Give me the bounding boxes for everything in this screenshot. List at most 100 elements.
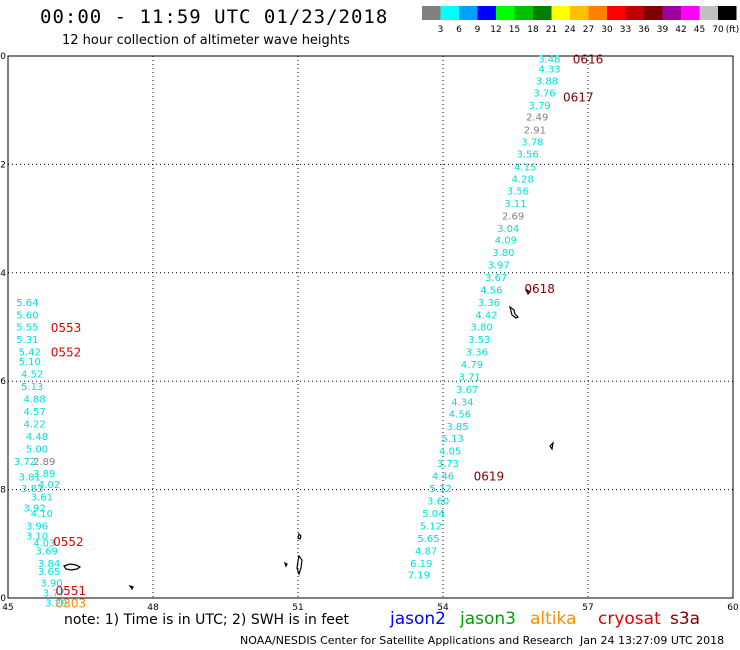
pass-time-label: 0617 xyxy=(563,91,594,105)
wave-height-label: 3.73 xyxy=(437,459,459,470)
wave-height-label: 6.19 xyxy=(410,559,432,570)
wave-height-label: 3.81 xyxy=(19,473,41,484)
legend-swatch xyxy=(496,6,515,20)
wave-height-label: 5.64 xyxy=(16,298,38,309)
wave-height-label: 5.55 xyxy=(16,322,38,333)
lon-tick-label: 57 xyxy=(582,603,593,613)
pass-time-label: 0619 xyxy=(474,470,505,484)
legend-swatch xyxy=(699,6,718,20)
wave-height-label: 3.89 xyxy=(33,469,55,480)
wave-height-label: 3.67 xyxy=(456,385,478,396)
wave-height-label: 3.04 xyxy=(497,224,519,235)
wave-height-label: 3.72 xyxy=(14,457,36,468)
legend-swatch xyxy=(514,6,533,20)
legend-label: 12 xyxy=(490,25,501,35)
pass-time-label: 0553 xyxy=(51,321,82,335)
legend-unit: (ft) xyxy=(726,25,740,35)
legend-label: 70 xyxy=(712,25,724,35)
wave-height-label: 5.00 xyxy=(26,444,48,455)
lat-tick-label: -4 xyxy=(0,269,6,279)
pass-time-label: 0618 xyxy=(524,282,555,296)
wave-height-tracks: 3.484.333.883.763.792.492.913.783.564.15… xyxy=(14,55,561,610)
island-outline xyxy=(526,288,531,296)
wave-height-label: 3.88 xyxy=(536,76,558,87)
wave-height-label: 3.71 xyxy=(458,372,480,383)
wave-height-label: 4.56 xyxy=(449,410,471,421)
lon-tick-label: 45 xyxy=(2,603,13,613)
wave-height-label: 3.53 xyxy=(468,335,490,346)
wave-height-label: 2.89 xyxy=(33,457,55,468)
legend-label: 33 xyxy=(620,25,631,35)
wave-height-label: 3.77 xyxy=(43,589,65,600)
legend-swatch xyxy=(662,6,681,20)
wave-height-label: 7.19 xyxy=(408,571,430,582)
wave-height-label: 3.36 xyxy=(466,347,488,358)
wave-height-label: 5.31 xyxy=(16,335,38,346)
wave-height-label: 3.61 xyxy=(31,493,53,504)
legend-swatch xyxy=(607,6,626,20)
legend-swatch xyxy=(570,6,589,20)
legend-swatch xyxy=(477,6,496,20)
wave-height-label: 4.56 xyxy=(480,286,502,297)
wave-height-label: 5.13 xyxy=(442,434,464,445)
wave-height-label: 3.56 xyxy=(516,150,538,161)
legend-swatch xyxy=(625,6,644,20)
map-frame: 45 48 51 54 57 60 0 -2 -4 -6 -8 -10 xyxy=(0,52,739,613)
wave-height-label: 3.80 xyxy=(471,322,493,333)
wave-height-label: 3.84 xyxy=(38,559,60,570)
generated-timestamp: Jan 24 13:27:09 UTC 2018 xyxy=(580,634,725,647)
wave-height-label: 4.10 xyxy=(31,509,53,520)
wave-height-label: 3.96 xyxy=(26,521,48,532)
lon-tick-label: 54 xyxy=(437,603,449,613)
legend-label: 36 xyxy=(638,25,650,35)
wave-height-label: 3.65 xyxy=(38,567,60,578)
lat-tick-label: -8 xyxy=(0,486,6,496)
legend-label: 30 xyxy=(601,25,613,35)
legend-swatch xyxy=(440,6,459,20)
satellite-s3a: s3a xyxy=(670,609,701,629)
island-outline xyxy=(297,532,302,540)
island-outline xyxy=(509,305,520,319)
wave-height-label: 3.29 xyxy=(45,598,67,609)
wave-height-label: 4.22 xyxy=(23,419,45,430)
lat-tick-label: -10 xyxy=(0,594,6,604)
wave-height-label: 4.88 xyxy=(23,395,45,406)
wave-height-label: 4.48 xyxy=(26,432,48,443)
lon-tick-label: 60 xyxy=(727,603,739,613)
wave-height-label: 3.80 xyxy=(492,248,514,259)
wave-height-label: 2.91 xyxy=(524,126,546,137)
satellite-cryosat: cryosat xyxy=(598,609,661,629)
legend-label: 24 xyxy=(564,25,576,35)
legend-label: 21 xyxy=(546,25,557,35)
lat-tick-label: -2 xyxy=(0,160,6,170)
wave-height-label: 3.76 xyxy=(533,88,555,99)
wave-height-label: 5.12 xyxy=(429,484,451,495)
wave-height-label: 3.60 xyxy=(427,496,449,507)
footer-note: note: 1) Time is in UTC; 2) SWH is in fe… xyxy=(64,612,350,628)
wave-height-label: 3.67 xyxy=(485,273,507,284)
pass-time-label: 0552 xyxy=(53,535,84,549)
wave-height-label: 4.05 xyxy=(439,447,461,458)
island-outline xyxy=(549,441,554,451)
wave-height-label: 3.56 xyxy=(507,186,529,197)
wave-height-label: 4.02 xyxy=(38,480,60,491)
legend-label: 27 xyxy=(583,25,594,35)
satellite-altika: altika xyxy=(530,609,577,629)
legend-swatch xyxy=(681,6,700,20)
credit-line: NOAA/NESDIS Center for Satellite Applica… xyxy=(240,634,574,647)
satellite-jason2: jason2 xyxy=(390,609,446,629)
pass-time-label: 0551 xyxy=(56,584,87,598)
pass-time-label: 0616 xyxy=(573,53,604,67)
wave-height-label: 3.48 xyxy=(538,55,560,66)
wave-height-label: 4.46 xyxy=(432,472,454,483)
coastline-outlines xyxy=(63,288,554,591)
island-outline xyxy=(128,584,134,591)
wave-height-label: 3.90 xyxy=(40,578,62,589)
wave-height-label: 4.09 xyxy=(495,236,517,247)
wave-height-label: 4.79 xyxy=(461,360,483,371)
wave-height-label: 5.60 xyxy=(16,311,38,322)
wave-height-label: 3.11 xyxy=(504,199,526,210)
legend-swatch xyxy=(551,6,570,20)
